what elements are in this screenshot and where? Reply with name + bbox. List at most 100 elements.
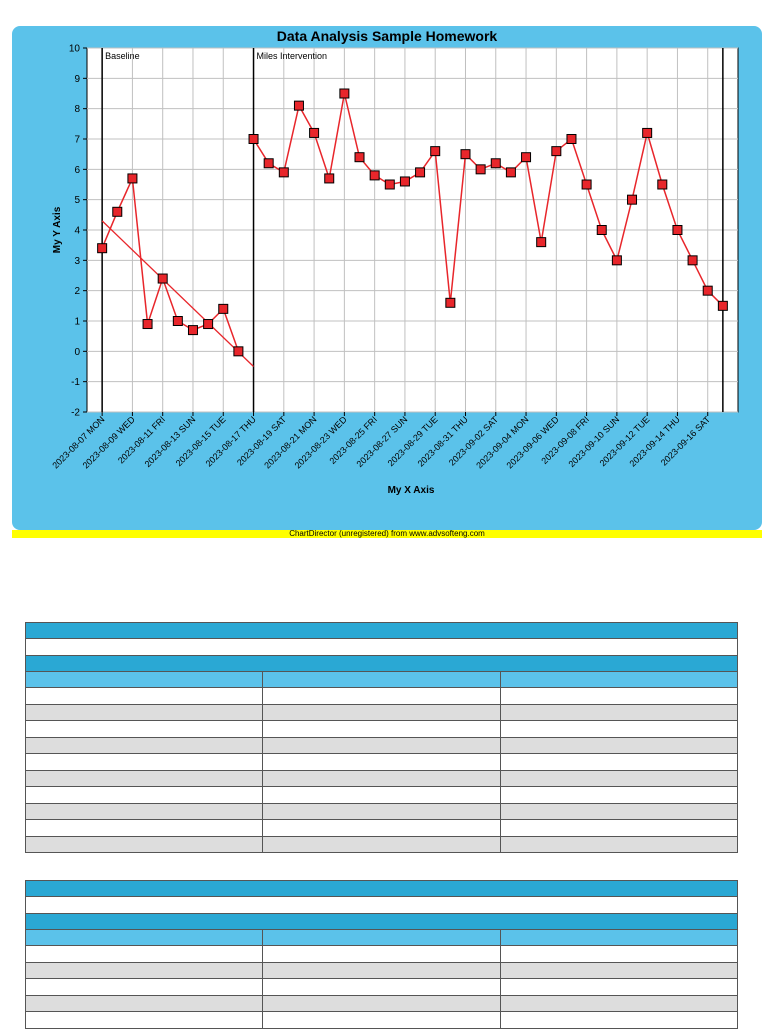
chart-title: Data Analysis Sample Homework xyxy=(277,28,498,44)
table-band-row xyxy=(25,638,738,656)
data-point xyxy=(445,297,456,308)
y-tick-label: 2 xyxy=(74,286,80,297)
table-cell xyxy=(24,769,264,787)
table-row xyxy=(24,703,739,721)
data-point xyxy=(309,127,320,138)
data-table-1 xyxy=(24,622,739,853)
series-markers xyxy=(97,88,728,357)
data-point xyxy=(399,176,410,187)
table-row xyxy=(24,819,739,837)
data-point xyxy=(157,273,168,284)
x-tick-label: 2023-08-07 MON xyxy=(50,414,106,470)
data-point xyxy=(430,146,441,157)
data-point xyxy=(278,167,289,178)
y-axis: -2 -1 0 1 2 3 4 5 6 7 8 9 10 xyxy=(69,44,87,419)
table-band-row xyxy=(25,880,738,897)
table-cell xyxy=(24,786,264,804)
data-point xyxy=(657,179,668,190)
table-cell xyxy=(24,978,264,996)
data-point xyxy=(717,300,728,311)
table-cell xyxy=(499,945,739,963)
x-tick-label: 2023-08-09 WED xyxy=(81,414,138,471)
data-point xyxy=(642,127,653,138)
data-point xyxy=(627,194,638,205)
trend-lines xyxy=(101,220,254,367)
table-cell xyxy=(24,994,264,1012)
table-cell xyxy=(24,1011,264,1029)
data-point xyxy=(172,316,183,326)
table-cell xyxy=(24,720,264,738)
table-cell xyxy=(499,928,739,946)
table-cell xyxy=(24,945,264,963)
table-cell xyxy=(24,928,264,946)
data-point xyxy=(248,134,259,144)
table-cell xyxy=(24,670,264,688)
table-cell xyxy=(262,703,501,721)
data-point xyxy=(490,158,501,169)
table-band-row xyxy=(25,912,738,930)
x-tick-label: 2023-08-21 MON xyxy=(262,414,318,470)
data-point xyxy=(293,100,304,111)
y-tick-label: -2 xyxy=(71,408,80,419)
table-cell xyxy=(499,819,739,837)
data-point xyxy=(369,170,380,181)
phase-label: Baseline xyxy=(105,51,140,61)
table-cell xyxy=(262,994,501,1012)
table-cell xyxy=(25,638,738,656)
data-point xyxy=(536,237,547,248)
data-point xyxy=(233,346,244,357)
x-tick-label: 2023-09-06 WED xyxy=(504,414,561,471)
data-point xyxy=(354,152,365,163)
data-point xyxy=(97,243,108,254)
series-line xyxy=(101,175,240,352)
table-cell xyxy=(262,835,501,853)
table-cell xyxy=(499,769,739,787)
y-tick-label: 6 xyxy=(74,165,80,176)
data-point xyxy=(460,149,471,160)
data-point xyxy=(112,206,123,217)
data-point xyxy=(187,325,198,336)
data-point xyxy=(611,255,622,266)
data-point xyxy=(324,173,335,184)
table-cell xyxy=(25,880,738,897)
table-cell xyxy=(262,928,501,946)
table-cell xyxy=(499,802,739,820)
phase-label: Miles Intervention xyxy=(257,51,328,61)
y-tick-label: 1 xyxy=(74,317,80,328)
table-cell xyxy=(24,736,264,754)
data-point xyxy=(521,152,532,163)
data-point xyxy=(263,158,274,169)
table-row xyxy=(24,961,739,979)
table-cell xyxy=(499,670,739,688)
table-cell xyxy=(262,1011,501,1029)
data-point xyxy=(551,146,562,157)
table-cell xyxy=(499,736,739,754)
data-point xyxy=(415,167,426,178)
table-column-header-row xyxy=(24,928,739,946)
data-point xyxy=(203,319,214,330)
table-cell xyxy=(24,819,264,837)
table-row xyxy=(24,786,739,804)
table-cell xyxy=(24,703,264,721)
y-tick-label: 3 xyxy=(74,256,80,267)
table-cell xyxy=(24,802,264,820)
y-tick-label: 9 xyxy=(74,74,80,85)
table-cell xyxy=(24,687,264,705)
table-row xyxy=(24,769,739,787)
table-cell xyxy=(499,1011,739,1029)
data-point xyxy=(672,225,683,235)
data-point xyxy=(142,319,153,330)
table-column-header-row xyxy=(24,670,739,688)
x-tick-label: 2023-08-23 WED xyxy=(293,414,350,471)
y-axis-label: My Y Axis xyxy=(52,206,63,253)
x-tick-label: 2023-09-04 MON xyxy=(474,414,530,470)
table-cell xyxy=(262,670,501,688)
table-cell xyxy=(499,720,739,738)
table-cell xyxy=(262,736,501,754)
line-chart: Data Analysis Sample Homework -2 -1 0 1 2 3 4 5… xyxy=(50,28,739,496)
table-cell xyxy=(25,654,738,672)
data-point xyxy=(566,134,577,144)
table-cell xyxy=(262,769,501,787)
table-band-row xyxy=(25,896,738,914)
